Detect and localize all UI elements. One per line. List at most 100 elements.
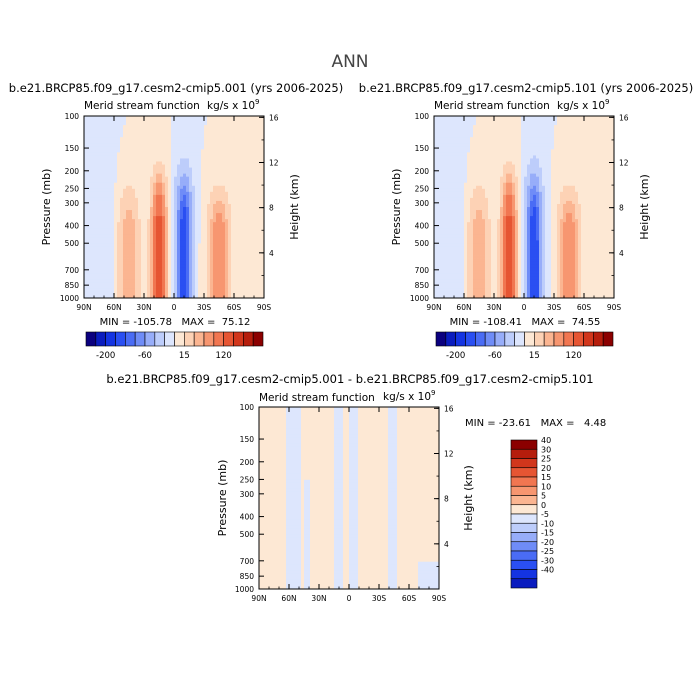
field-cell — [237, 191, 241, 196]
field-cell — [165, 161, 169, 165]
field-cell — [189, 131, 193, 135]
field-cell — [189, 276, 193, 281]
field-cell — [111, 267, 115, 272]
field-cell — [135, 249, 139, 253]
field-cell — [222, 240, 226, 244]
field-cell — [467, 167, 471, 171]
field-cell — [84, 261, 88, 266]
field-cell — [93, 179, 97, 184]
field-cell — [123, 167, 127, 171]
field-cell — [87, 128, 91, 132]
field-cell — [219, 185, 223, 190]
field-cell — [485, 203, 489, 208]
field-cell — [467, 252, 471, 256]
field-cell — [189, 237, 193, 241]
field-cell — [455, 222, 459, 226]
field-cell — [198, 231, 202, 235]
field-cell — [434, 279, 438, 284]
field-cell — [141, 240, 145, 244]
field-cell — [114, 258, 118, 262]
field-cell — [240, 140, 244, 144]
field-cell — [440, 128, 444, 132]
field-cell — [180, 261, 184, 266]
field-cell — [467, 173, 471, 178]
field-cell — [464, 155, 468, 159]
field-cell — [99, 231, 103, 235]
field-cell — [216, 152, 220, 156]
field-cell — [105, 179, 109, 184]
x-tick-label: 90S — [257, 303, 272, 312]
field-cell — [440, 270, 444, 275]
field-cell — [105, 282, 109, 287]
field-cell — [105, 191, 109, 196]
field-cell — [237, 243, 241, 247]
field-cell — [261, 155, 265, 159]
field-cell — [204, 213, 208, 217]
field-cell — [147, 258, 151, 262]
field-cell — [126, 149, 130, 153]
field-cell — [192, 240, 196, 244]
field-cell — [180, 161, 184, 165]
field-cell — [177, 231, 181, 235]
field-cell — [461, 146, 465, 150]
field-cell — [99, 261, 103, 266]
field-cell — [168, 170, 172, 175]
field-cell — [491, 288, 495, 293]
field-cell — [171, 228, 175, 232]
field-cell — [159, 167, 163, 171]
field-cell — [201, 228, 205, 232]
field-cell — [108, 134, 112, 138]
field-cell — [473, 282, 477, 287]
field-cell — [219, 164, 223, 168]
field-cell — [195, 131, 199, 135]
field-cell — [210, 125, 214, 129]
field-cell — [458, 261, 462, 266]
field-cell — [105, 249, 109, 253]
field-cell — [141, 146, 145, 150]
field-cell — [126, 143, 130, 147]
field-cell — [177, 261, 181, 266]
field-cell — [129, 191, 133, 196]
field-cell — [479, 213, 483, 217]
field-cell — [497, 119, 501, 123]
field-cell — [210, 240, 214, 244]
field-cell — [461, 200, 465, 205]
field-cell — [144, 282, 148, 287]
field-cell — [261, 158, 265, 162]
field-cell — [258, 122, 262, 126]
field-cell — [210, 173, 214, 178]
field-cell — [207, 131, 211, 135]
field-cell — [147, 276, 151, 281]
field-cell — [132, 182, 136, 187]
field-cell — [84, 231, 88, 235]
field-cell — [120, 282, 124, 287]
field-cell — [153, 255, 157, 259]
field-cell — [443, 203, 447, 208]
field-cell — [135, 225, 139, 229]
field-cell — [108, 285, 112, 290]
field-cell — [255, 179, 259, 184]
field-cell — [216, 185, 220, 190]
field-cell — [138, 273, 142, 278]
field-cell — [108, 185, 112, 190]
field-cell — [99, 161, 103, 165]
field-cell — [189, 243, 193, 247]
field-cell — [204, 249, 208, 253]
field-cell — [473, 228, 477, 232]
field-cell — [449, 182, 453, 187]
panel-1-stats: MIN = -105.78 MAX = 75.12 — [100, 317, 251, 328]
panel-2-subtitle: Merid stream function — [434, 100, 550, 112]
field-cell — [464, 140, 468, 144]
field-cell — [243, 149, 247, 153]
field-cell — [222, 291, 226, 296]
field-cell — [96, 128, 100, 132]
field-cell — [156, 125, 160, 129]
field-cell — [252, 143, 256, 147]
field-cell — [467, 273, 471, 278]
field-cell — [186, 200, 190, 205]
field-cell — [126, 279, 130, 284]
field-cell — [452, 128, 456, 132]
field-cell — [204, 146, 208, 150]
field-cell — [114, 213, 118, 217]
field-cell — [219, 119, 223, 123]
